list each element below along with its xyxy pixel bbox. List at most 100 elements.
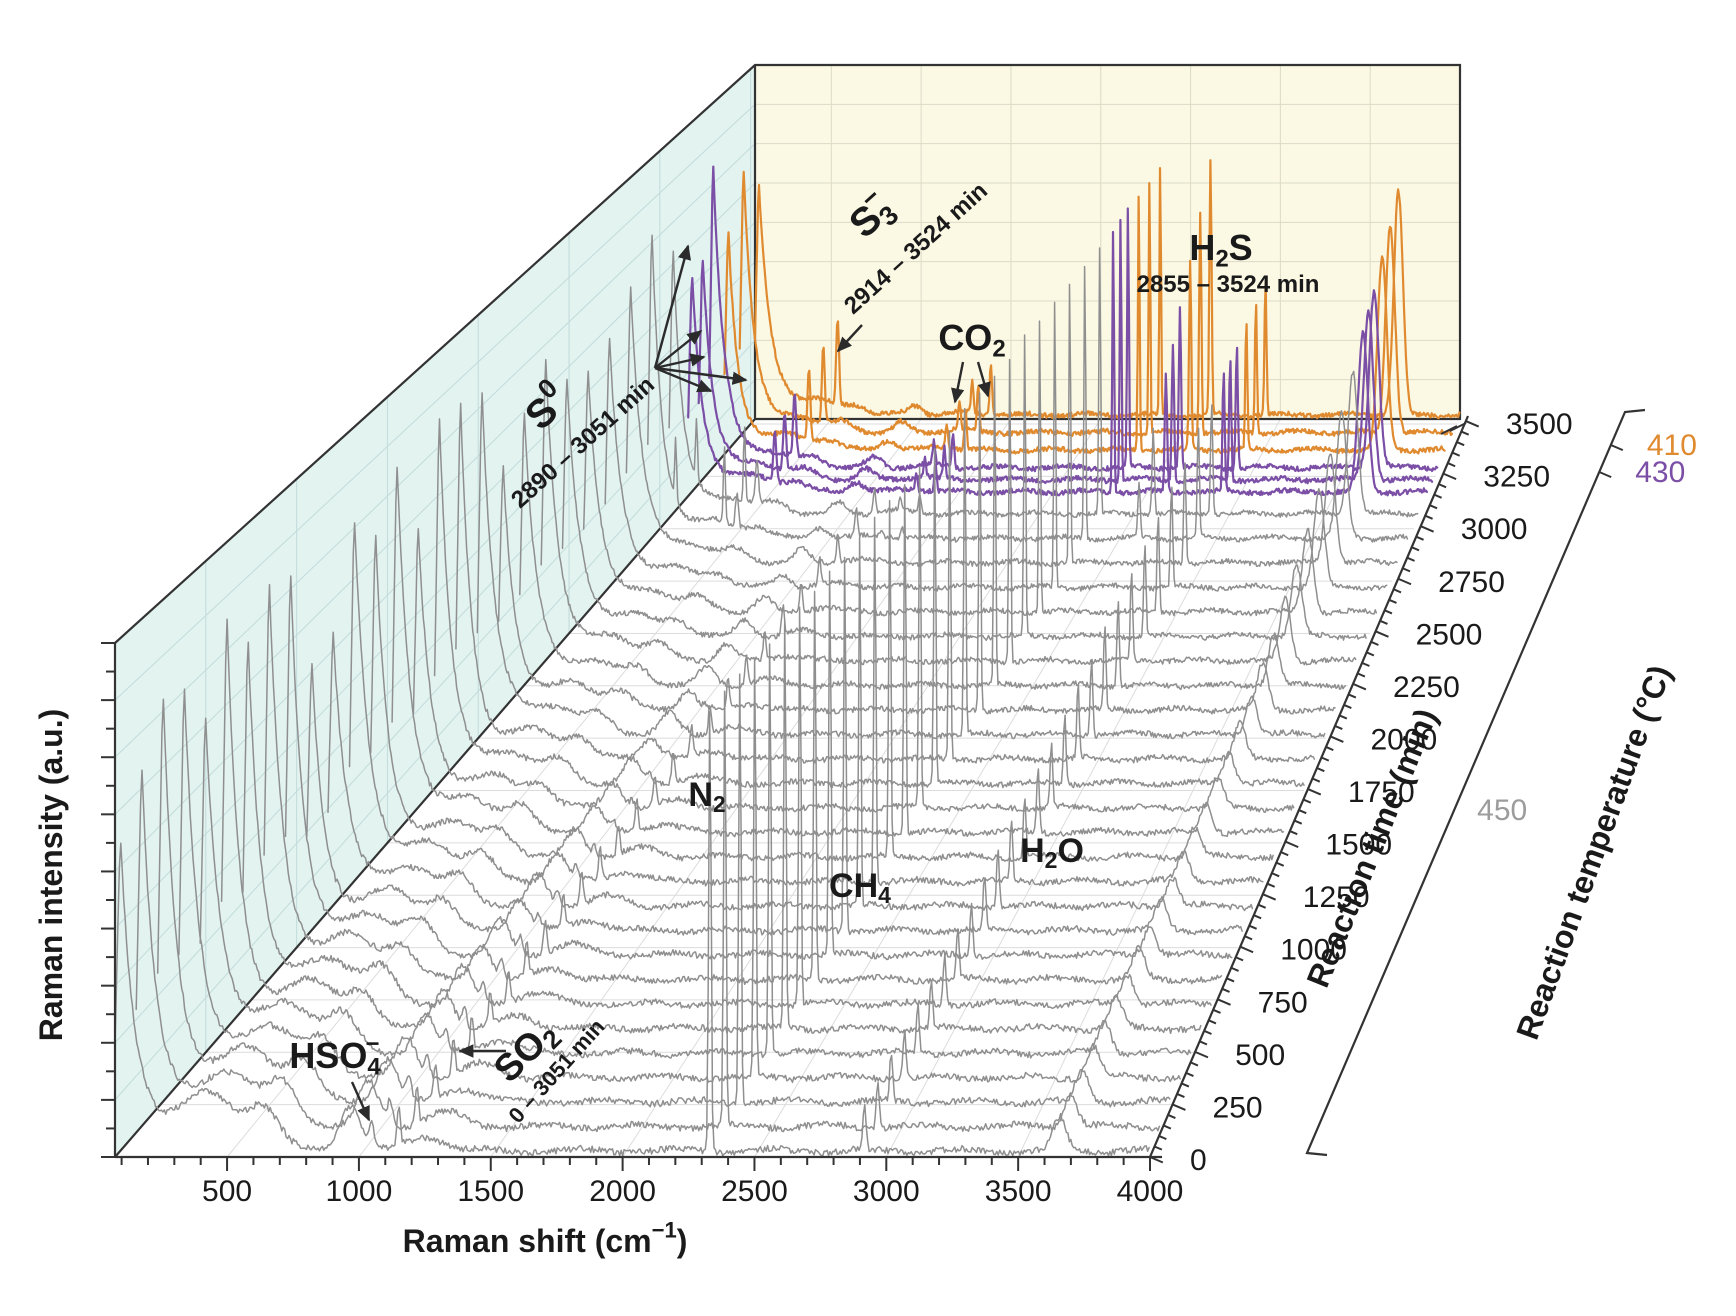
annotation-arrow-HSO4-0 [350,1081,371,1122]
spectrum-line-450C-117min [135,690,1161,1133]
time-tick-label-3000: 3000 [1461,513,1528,546]
spectrum-line-450C-587min [220,618,1202,1035]
spectrum-line-450C-2934min [647,234,1409,543]
spectrum-line-450C-2581min [582,320,1378,617]
time-tick-label-750: 750 [1258,986,1308,1019]
annotation-arrow-S0-3 [654,366,748,385]
floor-shift-gridline [885,418,1281,1158]
spectrum-line-450C-1760min [433,418,1305,789]
time-minor-tick [1361,661,1370,667]
floor-shift-gridline [358,418,922,1158]
left-wall-intensity-gridline [114,143,756,758]
time-minor-tick [1312,777,1321,783]
time-major-tick [1442,472,1457,481]
time-minor-tick [1257,903,1267,909]
temp-tick-label-410: 410 [1647,429,1697,462]
x-tick-label-1500: 1500 [457,1175,524,1208]
time-minor-tick [1275,861,1285,867]
left-wall-intensity-gridline [114,221,756,872]
back-wall-grid [755,65,1460,419]
time-minor-tick [1433,493,1442,499]
floor-shift-gridline [754,418,1192,1158]
time-minor-tick [1158,1135,1167,1141]
time-minor-tick [1235,956,1244,962]
time-minor-tick [1379,619,1388,625]
time-minor-tick [1411,546,1420,552]
time-axis-break-marks [1440,422,1467,435]
time-minor-tick [1293,819,1303,825]
temp-tick-430 [1598,471,1612,479]
time-tick-label-250: 250 [1213,1091,1263,1124]
time-tick-label-1000: 1000 [1280,934,1347,967]
temp-tick-label-450: 450 [1477,794,1527,827]
temp-tick-410 [1610,444,1624,452]
time-minor-tick [1167,1114,1176,1120]
time-minor-tick [1438,483,1447,489]
temp-axis-line [1305,408,1646,1157]
spectrum-line-450C-821min [263,583,1223,986]
annotation-label-H2O: H2O [1020,832,1084,873]
time-minor-tick [1424,514,1433,520]
annotation-arrow-S0-0 [653,244,691,369]
y-axis-ticks [101,642,115,1158]
x-axis-ticks [120,1157,1151,1171]
temp-tick-label-430: 430 [1635,456,1685,489]
time-major-tick [1330,735,1344,743]
spectrum-line-450C-1291min [348,516,1264,887]
annotation-arrow-S3-0 [836,324,863,353]
time-tick-label-3500: 3500 [1506,408,1573,441]
time-minor-tick [1154,1145,1163,1151]
time-minor-tick [1402,567,1411,573]
time-minor-tick [1199,1040,1208,1046]
time-major-tick [1465,420,1480,428]
time-minor-tick [1163,1124,1172,1130]
time-minor-tick [1334,725,1343,731]
time-minor-tick [1456,441,1465,447]
spectrum-line-450C-1173min [327,536,1254,912]
time-tick-label-3250: 3250 [1483,461,1550,494]
x-tick-label-500: 500 [202,1175,252,1208]
time-minor-tick [1451,451,1461,457]
time-major-tick [1420,525,1434,533]
spectrum-line-450C-469min [199,643,1192,1059]
x-tick-label-3000: 3000 [853,1175,920,1208]
time-minor-tick [1316,767,1325,773]
spectrum-line-430C-3156min [687,230,1429,497]
time-tick-label-0: 0 [1190,1144,1207,1177]
time-minor-tick [1226,977,1235,983]
time-tick-label-1500: 1500 [1325,829,1392,862]
time-minor-tick [1366,651,1375,657]
spectrum-line-450C-1995min [476,392,1326,740]
time-major-tick [1149,1156,1164,1164]
x-tick-label-2000: 2000 [589,1175,656,1208]
time-major-tick [1217,998,1231,1006]
spectrum-line-450C-2464min [561,334,1367,642]
back-wall [755,65,1460,419]
floor-shift-gridline [1017,418,1371,1158]
floor-shift-gridline [490,418,1012,1158]
spectrum-line-450C-352min [178,657,1181,1084]
x-tick-label-3500: 3500 [985,1175,1052,1208]
time-minor-tick [1230,966,1239,972]
spectrum-line-450C-1877min [455,402,1316,764]
annotation-label-CO2: CO2 [938,317,1005,362]
time-minor-tick [1203,1029,1212,1035]
spectrum-line-450C-1643min [412,466,1295,813]
time-major-tick [1375,630,1389,638]
time-minor-tick [1176,1092,1185,1098]
time-minor-tick [1321,756,1330,762]
annotation-arrow-S0-1 [654,329,703,369]
time-tick-label-2000: 2000 [1370,723,1437,756]
time-minor-tick [1289,830,1298,836]
time-tick-label-2500: 2500 [1416,618,1483,651]
time-minor-tick [1244,935,1253,941]
annotation-arrow-S0-4 [654,366,713,393]
time-minor-tick [1280,851,1289,857]
annotation-arrow-CO2-0 [951,361,965,404]
time-minor-tick [1393,588,1402,594]
time-major-tick [1262,893,1277,901]
time-major-tick [1172,1103,1186,1111]
time-minor-tick [1447,462,1456,468]
time-major-tick [1194,1050,1209,1059]
